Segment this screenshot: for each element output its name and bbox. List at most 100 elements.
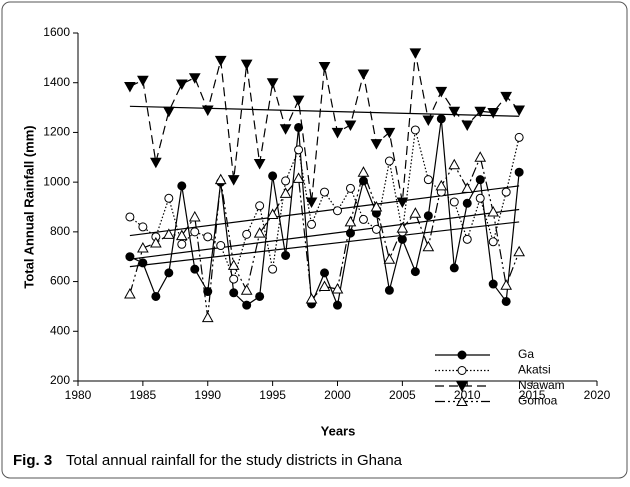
x-tick-label: 1980 (65, 388, 92, 402)
marker (358, 214, 368, 224)
marker (188, 210, 201, 222)
marker (488, 237, 498, 247)
x-tick-label: 1990 (194, 388, 221, 402)
marker (292, 172, 305, 183)
legend-label: Gomoa (518, 394, 558, 408)
marker (514, 132, 524, 142)
legend-marker (456, 395, 468, 406)
marker (345, 228, 355, 238)
trend-line (129, 105, 520, 117)
marker (318, 62, 331, 73)
marker (305, 197, 318, 209)
marker (138, 222, 148, 232)
y-tick-label: 400 (50, 323, 70, 337)
legend-label: Akatsi (518, 363, 551, 377)
y-axis-label: Total Annual Rainfall (mm) (21, 125, 36, 288)
marker (487, 205, 500, 217)
marker (384, 156, 394, 166)
legend-marker (456, 381, 468, 393)
marker (357, 69, 370, 81)
y-tick-label: 1600 (43, 25, 70, 39)
marker (201, 105, 214, 117)
legend-marker (457, 366, 467, 375)
marker (266, 78, 279, 89)
trend-line (129, 185, 520, 237)
x-axis-label: Years (321, 423, 356, 438)
y-tick-label: 1400 (43, 75, 70, 89)
marker (320, 187, 330, 197)
marker (227, 259, 240, 270)
marker (331, 282, 344, 294)
marker (397, 234, 407, 244)
marker (462, 198, 472, 208)
marker (214, 173, 227, 185)
marker (358, 176, 368, 186)
marker (268, 171, 278, 181)
y-tick-label: 800 (50, 224, 70, 238)
marker (229, 274, 239, 284)
marker (383, 253, 396, 264)
marker (514, 167, 524, 177)
marker (449, 263, 459, 273)
marker (409, 48, 422, 59)
marker (475, 175, 485, 185)
marker (475, 193, 485, 203)
marker (422, 240, 435, 252)
marker (410, 125, 420, 135)
marker (281, 250, 291, 260)
marker (268, 264, 278, 274)
y-tick-label: 1200 (43, 125, 70, 139)
marker (253, 227, 266, 238)
marker (242, 300, 252, 310)
x-tick-label: 2010 (454, 388, 481, 402)
marker (281, 176, 291, 186)
marker (190, 264, 200, 274)
x-tick-label: 2015 (519, 388, 546, 402)
marker (162, 106, 175, 118)
marker (435, 179, 448, 191)
marker (190, 227, 200, 237)
x-tick-label: 2005 (389, 388, 416, 402)
marker (150, 157, 162, 169)
marker (164, 193, 174, 203)
marker (383, 127, 396, 139)
marker (255, 201, 265, 211)
marker (320, 268, 330, 278)
marker (175, 229, 188, 241)
marker (344, 215, 357, 227)
marker (201, 311, 214, 323)
marker (384, 285, 394, 295)
marker (279, 124, 292, 135)
marker (175, 79, 188, 90)
marker (513, 245, 525, 257)
marker (294, 145, 304, 155)
marker (138, 258, 148, 268)
marker (423, 211, 433, 221)
marker (125, 212, 135, 222)
marker (436, 114, 446, 124)
legend-label: Ga (518, 347, 534, 361)
marker (448, 106, 461, 118)
marker (137, 75, 149, 87)
trend-line (129, 221, 520, 268)
marker (501, 187, 511, 197)
y-tick-label: 600 (50, 274, 70, 288)
marker (500, 279, 513, 290)
marker (203, 287, 213, 297)
marker (124, 81, 136, 93)
marker (448, 158, 461, 170)
trend-line (129, 208, 520, 260)
marker (242, 229, 252, 239)
marker (357, 166, 370, 177)
marker (255, 291, 265, 301)
marker (240, 59, 253, 71)
marker (240, 284, 253, 295)
figure-frame (1, 1, 628, 479)
marker (449, 197, 459, 207)
marker (396, 197, 409, 209)
marker (396, 222, 409, 233)
legend-label: Nsawam (518, 378, 565, 392)
marker (370, 139, 383, 150)
